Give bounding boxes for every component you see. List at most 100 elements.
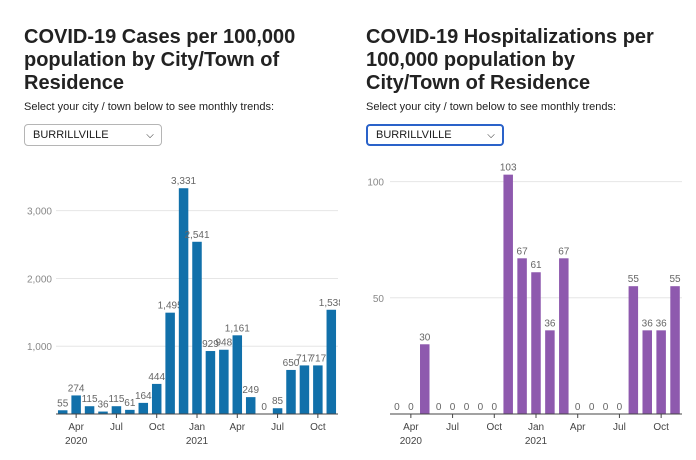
y-tick-label: 50: [373, 294, 385, 305]
x-tick-label: Oct: [653, 422, 669, 433]
hospitalizations-city-select-value: BURRILLVILLE: [376, 129, 452, 141]
bar: [545, 330, 555, 414]
bar: [326, 309, 337, 414]
x-tick-year-label: 2021: [525, 436, 548, 447]
cases-select-prompt: Select your city / town below to see mon…: [24, 101, 275, 113]
bar: [84, 406, 95, 414]
bar: [286, 369, 296, 414]
y-tick-label: 1,000: [27, 342, 52, 353]
data-label: 85: [272, 396, 284, 407]
x-tick-year-label: 2020: [400, 436, 423, 447]
bar: [245, 397, 256, 414]
bar: [559, 258, 569, 414]
x-tick-year-label: 2021: [186, 436, 209, 447]
x-tick-label: Jul: [271, 422, 284, 433]
bar: [165, 312, 175, 414]
bar: [178, 188, 189, 414]
x-tick-label: Jan: [528, 422, 544, 433]
data-label: 36: [97, 400, 109, 411]
data-label: 55: [669, 274, 681, 285]
x-tick-label: Apr: [570, 422, 586, 433]
chevron-down-icon: ⌵: [487, 129, 495, 141]
x-tick-label: Apr: [68, 422, 84, 433]
data-label: 0: [589, 402, 595, 413]
bar: [111, 406, 122, 414]
data-label: 0: [394, 402, 400, 413]
cases-panel: COVID-19 Cases per 100,000 population by…: [0, 0, 340, 460]
data-label: 0: [408, 402, 414, 413]
data-label: 0: [603, 402, 609, 413]
data-label: 36: [656, 318, 668, 329]
x-tick-label: Jul: [446, 422, 459, 433]
chevron-down-icon: ⌵: [146, 129, 154, 141]
bar: [531, 272, 541, 414]
data-label: 36: [642, 318, 654, 329]
data-label: 444: [148, 372, 165, 383]
cases-city-select[interactable]: BURRILLVILLE ⌵: [24, 124, 162, 146]
data-label: 36: [544, 318, 556, 329]
data-label: 1,538: [319, 298, 340, 309]
bar: [151, 383, 162, 414]
bar: [98, 411, 108, 414]
data-label: 650: [283, 358, 300, 369]
hospitalizations-city-select[interactable]: BURRILLVILLE ⌵: [366, 124, 504, 146]
data-label: 103: [500, 163, 517, 174]
bar: [503, 174, 513, 414]
data-label: 717: [296, 353, 313, 364]
bar: [420, 344, 430, 414]
bar: [313, 365, 323, 414]
bar: [192, 241, 202, 414]
bar: [299, 365, 310, 414]
data-label: 1,161: [225, 323, 250, 334]
data-label: 1,495: [158, 301, 183, 312]
data-label: 0: [617, 402, 623, 413]
bar: [219, 349, 229, 414]
data-label: 3,331: [171, 176, 196, 187]
bar: [628, 286, 639, 414]
data-label: 717: [310, 353, 327, 364]
x-tick-label: Jul: [110, 422, 123, 433]
data-label: 0: [436, 402, 442, 413]
data-label: 0: [464, 402, 470, 413]
data-label: 0: [450, 402, 456, 413]
x-tick-label: Oct: [487, 422, 503, 433]
x-tick-label: Jul: [613, 422, 626, 433]
cases-chart-title: COVID-19 Cases per 100,000 population by…: [24, 26, 296, 94]
cases-city-select-value: BURRILLVILLE: [33, 129, 109, 141]
data-label: 61: [124, 398, 136, 409]
bar: [656, 330, 666, 414]
data-label: 0: [478, 402, 484, 413]
bar: [71, 395, 81, 414]
data-label: 67: [558, 246, 570, 257]
bar: [642, 330, 652, 414]
x-tick-year-label: 2020: [65, 436, 88, 447]
bar: [517, 258, 527, 414]
data-label: 115: [108, 394, 124, 405]
data-label: 61: [530, 260, 542, 271]
data-label: 164: [135, 391, 152, 402]
data-label: 929: [202, 339, 219, 350]
data-label: 274: [68, 383, 85, 394]
bar: [272, 408, 283, 414]
y-tick-label: 100: [367, 178, 384, 189]
data-label: 115: [82, 394, 98, 405]
x-tick-label: Oct: [310, 422, 326, 433]
bar: [670, 286, 680, 414]
bar: [138, 402, 149, 414]
data-label: 0: [261, 402, 267, 413]
data-label: 249: [242, 385, 259, 396]
hospitalizations-panel: COVID-19 Hospitalizations per 100,000 po…: [344, 0, 684, 460]
data-label: 67: [517, 246, 529, 257]
bar: [57, 410, 68, 414]
hospitalizations-chart-title: COVID-19 Hospitalizations per 100,000 po…: [366, 26, 654, 94]
bar: [125, 409, 135, 414]
data-label: 55: [628, 274, 640, 285]
data-label: 948: [216, 338, 233, 349]
y-tick-label: 2,000: [27, 274, 52, 285]
x-tick-label: Jan: [189, 422, 205, 433]
data-label: 30: [419, 332, 431, 343]
x-tick-label: Oct: [149, 422, 165, 433]
hospitalizations-select-prompt: Select your city / town below to see mon…: [366, 101, 617, 113]
